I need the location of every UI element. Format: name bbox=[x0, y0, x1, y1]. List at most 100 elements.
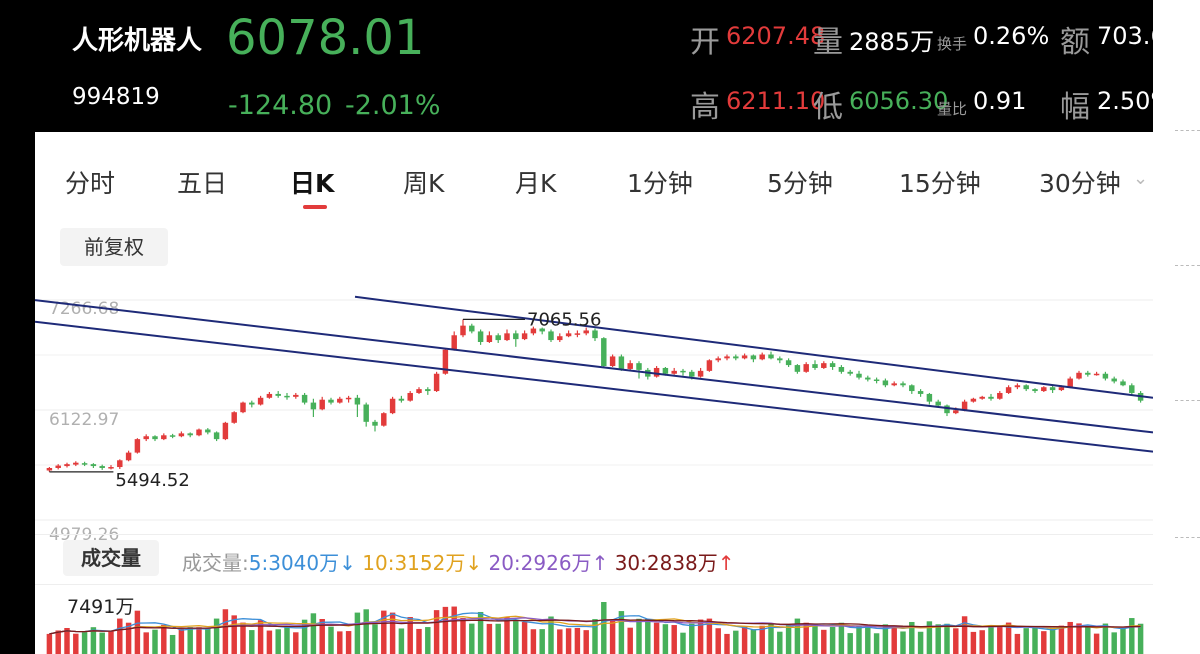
volume-bar bbox=[768, 623, 774, 654]
volume-bar bbox=[442, 606, 449, 654]
volume-bar bbox=[1120, 628, 1126, 654]
candle-body bbox=[345, 397, 352, 400]
volume-bar bbox=[803, 622, 809, 654]
volume-bar bbox=[416, 628, 422, 654]
volume-bar bbox=[662, 624, 669, 654]
candle-body bbox=[785, 360, 792, 366]
candle-body bbox=[1102, 373, 1109, 379]
candle-body bbox=[1120, 381, 1126, 386]
candle-body bbox=[768, 354, 774, 359]
volume-bar bbox=[645, 619, 651, 654]
candle-body bbox=[724, 356, 730, 359]
volume-bar bbox=[856, 626, 862, 654]
ma5-legend: 5:3040万 bbox=[248, 551, 340, 575]
volume-bar bbox=[389, 612, 396, 654]
volume-bar bbox=[486, 623, 493, 654]
amount-label: 额 bbox=[1060, 25, 1090, 60]
max-volume-label: 7491万 bbox=[67, 596, 135, 618]
tab-5min[interactable]: 5分钟 bbox=[767, 169, 833, 198]
volume-bar bbox=[689, 623, 695, 654]
tab-1min[interactable]: 1分钟 bbox=[627, 169, 693, 198]
volume-bar bbox=[266, 630, 273, 654]
candle-body bbox=[328, 399, 334, 403]
volume-bar bbox=[1102, 623, 1109, 654]
right-edge-strip bbox=[1153, 0, 1200, 654]
candle-body bbox=[284, 395, 290, 398]
candle-body bbox=[909, 385, 915, 392]
volume-bar bbox=[715, 628, 721, 654]
tab-30min[interactable]: 30分钟 bbox=[1039, 169, 1121, 198]
volume-bar bbox=[1067, 621, 1073, 654]
candle-body bbox=[521, 333, 528, 340]
channel-line-lower bbox=[35, 320, 1153, 453]
tab-more-chevron-icon[interactable]: ⌄ bbox=[1133, 168, 1149, 189]
candle-body bbox=[873, 379, 880, 382]
volume-bar bbox=[574, 627, 581, 654]
turnover-value: 0.26% bbox=[973, 22, 1050, 50]
tab-timeshare[interactable]: 分时 bbox=[65, 169, 116, 198]
volume-bar bbox=[213, 618, 220, 654]
candle-body bbox=[231, 412, 237, 423]
tab-monthly-k[interactable]: 月K bbox=[515, 169, 557, 198]
candle-body bbox=[1058, 387, 1065, 391]
candle-body bbox=[205, 429, 211, 433]
volume-bar bbox=[821, 629, 827, 654]
volume-bar bbox=[530, 629, 537, 654]
volume-bar bbox=[794, 618, 801, 654]
volume-indicator-button[interactable]: 成交量 bbox=[63, 540, 159, 576]
volume-bar bbox=[521, 621, 528, 654]
volume-bar bbox=[565, 628, 572, 654]
volume-bar bbox=[222, 609, 229, 654]
candle-body bbox=[1032, 389, 1038, 392]
candle-body bbox=[425, 389, 431, 392]
volume-bar bbox=[1129, 618, 1135, 654]
volume-bar bbox=[117, 618, 123, 654]
candle-body bbox=[592, 330, 598, 339]
volume-bar bbox=[81, 631, 88, 654]
candle-body bbox=[997, 392, 1003, 399]
volume-bar bbox=[847, 633, 853, 654]
candle-body bbox=[583, 330, 589, 334]
tab-five-day[interactable]: 五日 bbox=[177, 169, 228, 198]
volume-ma-line bbox=[49, 618, 1141, 635]
volume-bar bbox=[187, 627, 193, 654]
max-price-marker: 7065.56 bbox=[527, 309, 601, 330]
tab-15min[interactable]: 15分钟 bbox=[899, 169, 981, 198]
volume-bar bbox=[997, 625, 1003, 654]
volume-bar bbox=[169, 634, 176, 654]
volume-bar bbox=[363, 609, 369, 654]
candle-body bbox=[935, 401, 941, 406]
candle-body bbox=[847, 371, 853, 374]
adjust-button[interactable]: 前复权 bbox=[60, 228, 168, 266]
candle-body bbox=[1014, 385, 1021, 388]
chart-panel: 分时 五日 日K 周K 月K 1分钟 5分钟 15分钟 30分钟 ⌄ 前复权 7… bbox=[35, 132, 1153, 654]
volume-bar bbox=[284, 626, 290, 654]
candle-body bbox=[169, 435, 176, 437]
volume-bar bbox=[1093, 633, 1100, 654]
volume-bar bbox=[539, 629, 545, 654]
candle-body bbox=[1076, 372, 1082, 379]
candle-body bbox=[539, 328, 545, 332]
volume-bar bbox=[231, 615, 237, 654]
candle-body bbox=[310, 402, 317, 410]
volume-legend: 成交量:5:3040万↓ 10:3152万↓ 20:2926万↑ 30:2838… bbox=[182, 547, 735, 576]
candle-body bbox=[618, 356, 625, 369]
tab-daily-k[interactable]: 日K bbox=[290, 169, 335, 198]
volume-bar bbox=[979, 630, 985, 654]
price-change: -124.80 bbox=[228, 90, 333, 121]
candle-body bbox=[609, 356, 616, 367]
candle-body bbox=[442, 349, 449, 374]
ma5-arrow-icon: ↓ bbox=[339, 551, 356, 575]
tab-weekly-k[interactable]: 周K bbox=[403, 169, 445, 198]
candle-body bbox=[275, 393, 281, 396]
candle-body bbox=[680, 370, 686, 373]
candle-body bbox=[653, 367, 660, 377]
candle-body bbox=[407, 392, 413, 401]
candle-body bbox=[398, 398, 405, 401]
volume-bar bbox=[653, 622, 660, 654]
volume-chart bbox=[46, 602, 1144, 654]
volume-bar bbox=[451, 606, 457, 654]
volume-bar bbox=[372, 624, 378, 654]
candle-body bbox=[1111, 378, 1117, 382]
